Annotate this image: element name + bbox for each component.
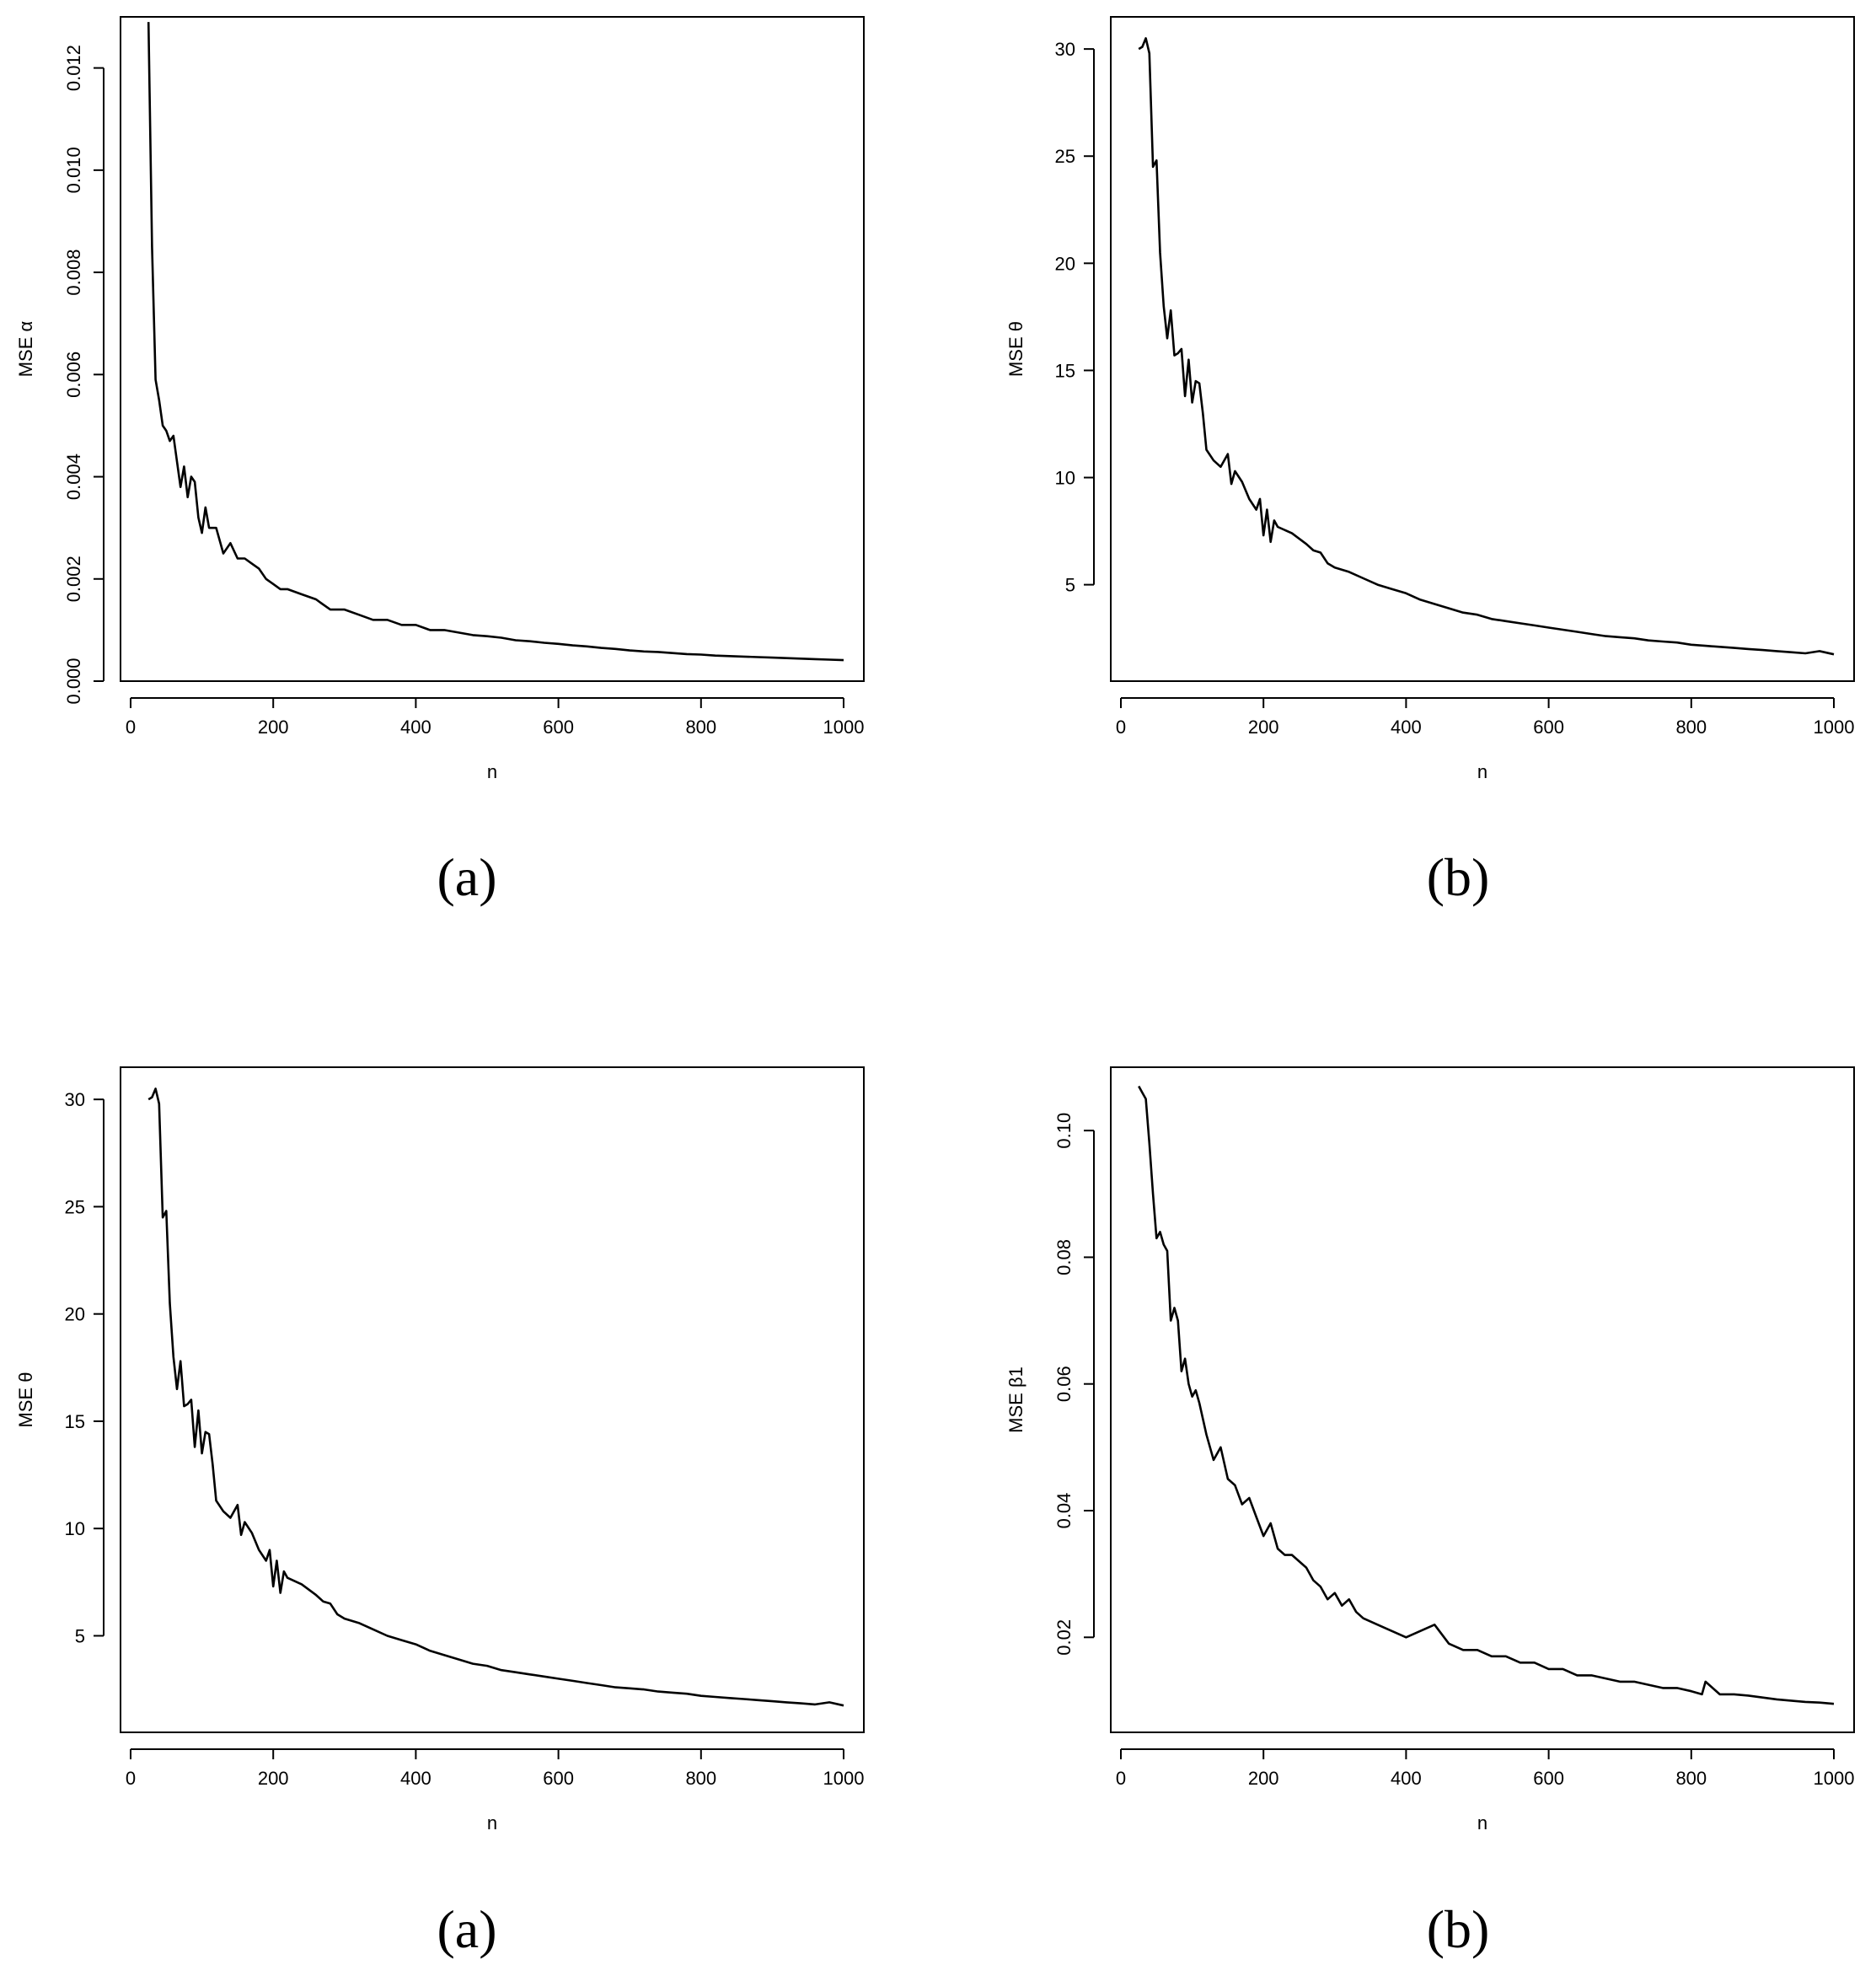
y-tick-label: 10 [65,1518,85,1539]
y-tick-label: 0.002 [63,556,84,602]
chart-panel-bottom-left: 0 200 400 600 800 1000 n 5 10 15 20 25 30 MSE θ (a) [15,1066,865,1959]
y-tick-label: 25 [1055,146,1075,167]
x-tick-label: 800 [685,717,716,738]
x-tick-label: 400 [1391,717,1422,738]
x-tick-label: 200 [258,1768,289,1789]
y-axis-title: MSE θ [1005,321,1026,377]
y-tick-label: 0.006 [63,352,84,398]
y-tick-label: 20 [1055,253,1075,274]
y-tick-label: 0.000 [63,658,84,704]
panel-caption: (a) [437,847,496,907]
panel-caption: (b) [1427,847,1490,907]
y-axis-title: MSE α [15,320,36,377]
x-tick-label: 600 [543,1768,574,1789]
y-tick-label: 30 [1055,39,1075,60]
x-tick-label: 0 [126,1768,136,1789]
plot-frame [120,1066,865,1733]
y-tick-label: 0.04 [1053,1493,1075,1529]
x-tick-label: 800 [1675,1768,1707,1789]
series-line-1 [147,22,844,662]
y-tick-label: 0.10 [1053,1113,1075,1149]
x-tick-label: 400 [1391,1768,1422,1789]
y-tick-label: 15 [65,1411,85,1432]
y-tick-label: 0.02 [1053,1619,1075,1656]
panel-caption: (a) [437,1899,496,1959]
y-tick-label: 5 [75,1625,85,1646]
y-axis-title: MSE β1 [1005,1366,1026,1433]
plot-frame [120,16,865,682]
x-tick-label: 1000 [1814,1768,1855,1789]
x-tick-label: 1000 [823,717,865,738]
series-line-1 [147,1087,844,1707]
x-tick-label: 1000 [1814,717,1855,738]
y-tick-label: 10 [1055,468,1075,489]
y-tick-label: 30 [65,1089,85,1110]
y-tick-label: 0.004 [63,454,84,500]
plot-frame [1110,1066,1855,1733]
y-tick-label: 0.010 [63,147,84,193]
x-tick-label: 600 [1533,1768,1564,1789]
y-tick-label: 0.06 [1053,1366,1075,1402]
x-tick-label: 400 [400,717,431,738]
x-tick-label: 200 [258,717,289,738]
y-axis-title: MSE θ [15,1372,36,1427]
x-tick-label: 800 [1675,717,1707,738]
x-tick-label: 800 [685,1768,716,1789]
y-tick-label: 5 [1065,575,1075,596]
series-line-1 [1138,1085,1835,1705]
x-tick-label: 200 [1248,1768,1279,1789]
x-tick-label: 0 [1116,1768,1126,1789]
plot-frame [1110,16,1855,682]
x-axis-title: n [1477,1812,1487,1833]
y-tick-label: 25 [65,1196,85,1217]
x-tick-label: 400 [400,1768,431,1789]
chart-panel-top-left: 0 200 400 600 800 1000 n 0.000 0.002 0.004 0.006 0.… [15,16,865,907]
x-axis-title: n [487,761,497,782]
x-tick-label: 600 [1533,717,1564,738]
x-axis-title: n [1477,761,1487,782]
series-line-1 [1138,37,1835,656]
y-tick-label: 20 [65,1304,85,1325]
y-tick-label: 15 [1055,360,1075,381]
x-tick-label: 1000 [823,1768,865,1789]
y-tick-label: 0.008 [63,250,84,296]
x-tick-label: 200 [1248,717,1279,738]
x-tick-label: 0 [126,717,136,738]
x-tick-label: 0 [1116,717,1126,738]
chart-panel-bottom-right: 0 200 400 600 800 1000 n 0.02 0.04 0.06 0.08 0.10 MS… [1005,1066,1855,1959]
x-tick-label: 600 [543,717,574,738]
y-tick-label: 0.012 [63,45,84,91]
y-tick-label: 0.08 [1053,1239,1075,1275]
panel-caption: (b) [1427,1899,1490,1959]
chart-panel-top-right: 0 200 400 600 800 1000 n 5 10 15 20 25 30 MSE θ (b) [1005,16,1855,907]
x-axis-title: n [487,1812,497,1833]
